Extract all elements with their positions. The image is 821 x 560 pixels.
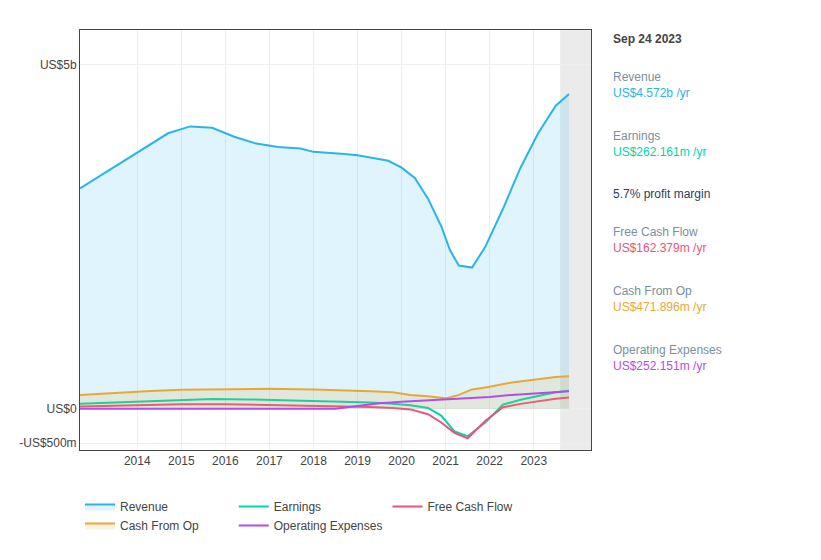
svg-text:EarningsUS$262.161m /yr: EarningsUS$262.161m /yr [613,129,706,159]
svg-text:-US$500m: -US$500m [19,436,76,450]
svg-text:Cash From OpUS$471.896m /yr: Cash From OpUS$471.896m /yr [613,284,706,314]
svg-text:US$0: US$0 [47,402,77,416]
svg-text:2021: 2021 [432,454,459,468]
svg-text:Sep 24 2023: Sep 24 2023 [613,32,682,46]
svg-text:2014: 2014 [124,454,151,468]
svg-text:2020: 2020 [388,454,415,468]
svg-text:2015: 2015 [168,454,195,468]
svg-text:Operating Expenses: Operating Expenses [274,519,383,533]
svg-text:Cash From Op: Cash From Op [120,519,199,533]
svg-text:Operating ExpensesUS$252.151m: Operating ExpensesUS$252.151m /yr [613,343,722,373]
svg-text:2016: 2016 [212,454,239,468]
svg-text:Free Cash FlowUS$162.379m /yr: Free Cash FlowUS$162.379m /yr [613,225,706,255]
svg-text:2023: 2023 [520,454,547,468]
svg-text:RevenueUS$4.572b /yr: RevenueUS$4.572b /yr [613,70,690,100]
svg-text:2019: 2019 [344,454,371,468]
svg-text:Free Cash Flow: Free Cash Flow [427,500,512,514]
svg-text:US$5b: US$5b [40,58,77,72]
svg-text:2022: 2022 [476,454,503,468]
svg-text:2017: 2017 [256,454,283,468]
svg-text:Earnings: Earnings [274,500,321,514]
svg-text:5.7% profit margin: 5.7% profit margin [613,187,710,201]
svg-text:Revenue: Revenue [120,500,168,514]
svg-text:2018: 2018 [300,454,327,468]
